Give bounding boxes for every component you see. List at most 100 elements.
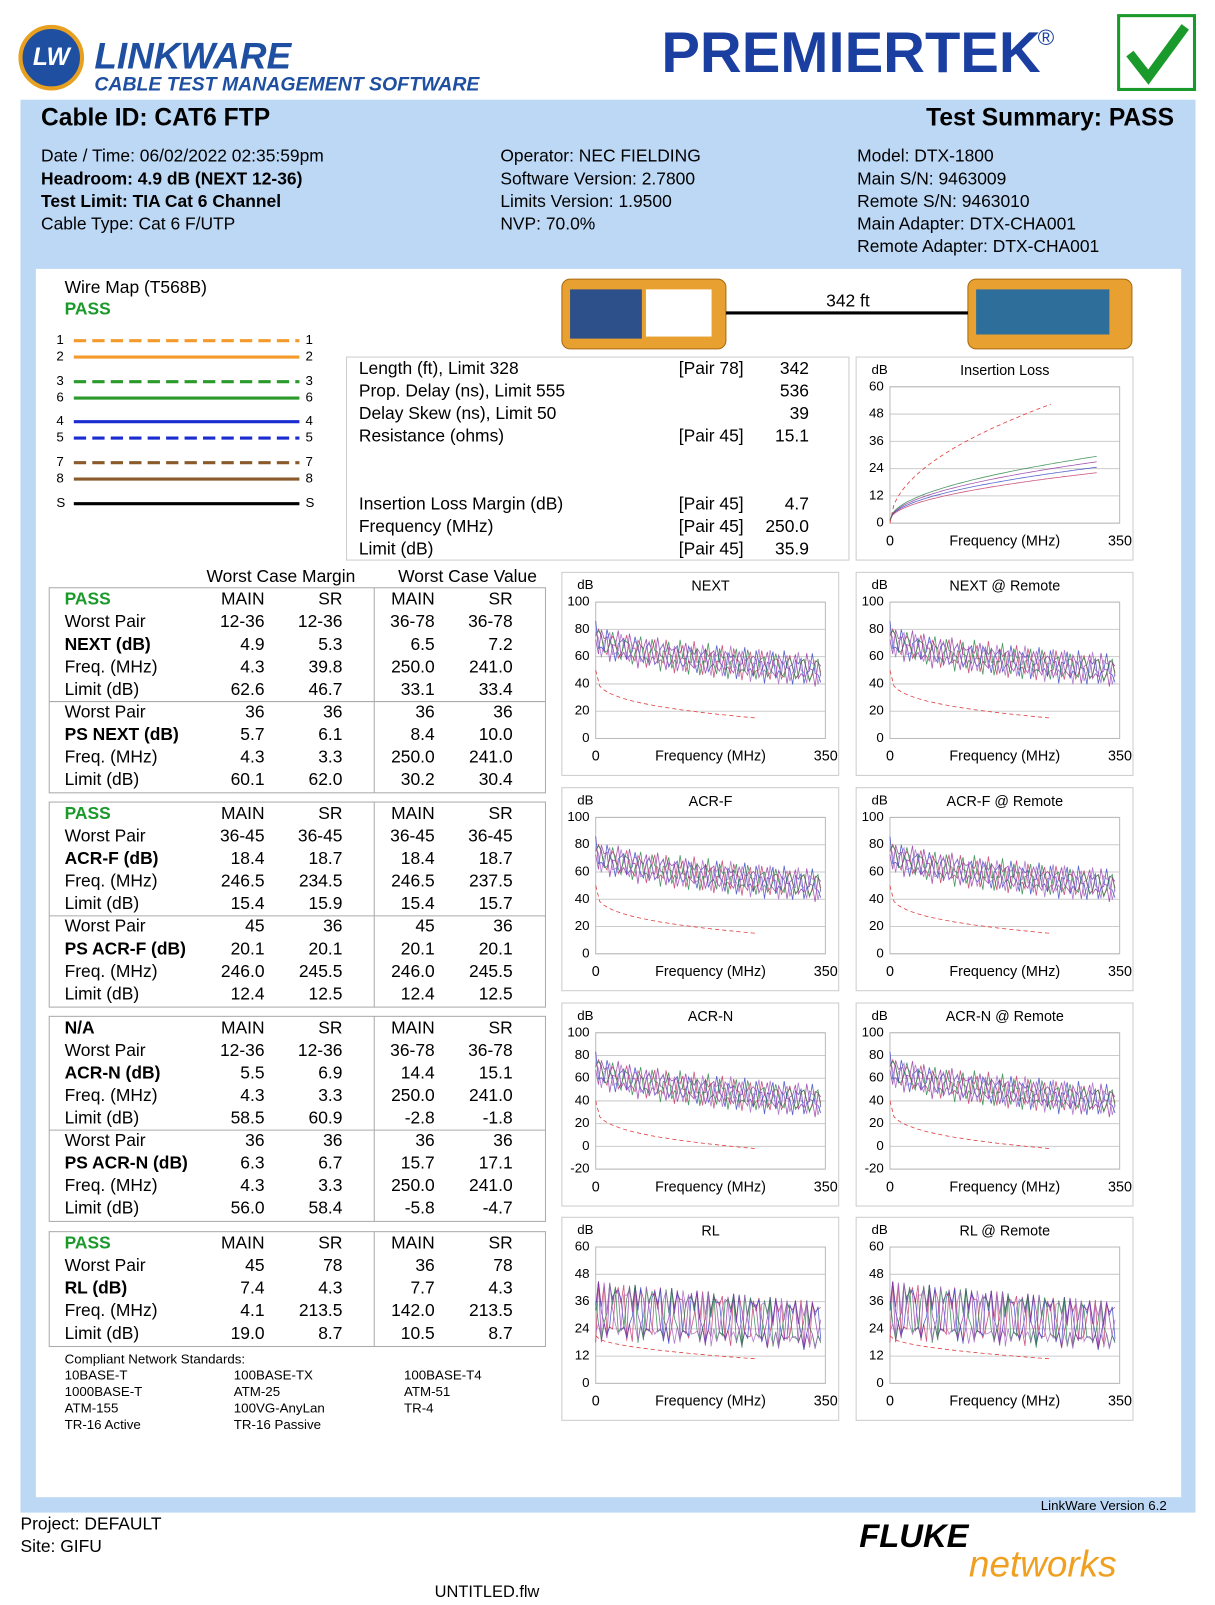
product-sub: CABLE TEST MANAGEMENT SOFTWARE	[94, 73, 480, 95]
y-tick-label: 100	[567, 809, 589, 824]
y-tick-label: -20	[570, 1161, 589, 1176]
y-tick-label: 60	[575, 648, 590, 663]
device-panel	[976, 289, 1110, 335]
y-tick-label: 60	[575, 1070, 590, 1085]
table-cell: Freq. (MHz)	[65, 1175, 158, 1195]
file-name: UNTITLED.flw	[435, 1583, 540, 1600]
y-tick-label: 40	[869, 891, 884, 906]
site: Site: GIFU	[21, 1536, 102, 1556]
trace	[889, 1060, 1116, 1118]
device-screen	[645, 289, 712, 337]
x-axis-label: Frequency (MHz)	[655, 1394, 766, 1410]
table-cell: 4.3	[318, 1278, 342, 1298]
table-box	[48, 587, 546, 794]
table-head: MAIN	[391, 1233, 435, 1253]
check-mark	[1126, 24, 1189, 85]
y-tick-label: 0	[876, 515, 883, 530]
table-cell: 46.7	[309, 679, 343, 699]
measurement-label: Limit (dB)	[359, 538, 434, 558]
measurement-pair: [Pair 45]	[679, 493, 744, 513]
table-cell: 36-78	[390, 611, 435, 631]
table-cell: 12.5	[309, 983, 343, 1003]
table-head: MAIN	[221, 803, 265, 823]
table-head: MAIN	[221, 589, 265, 609]
y-unit: dB	[577, 793, 593, 808]
table-cell: 245.5	[299, 961, 343, 981]
table-cell: 36-45	[468, 826, 513, 846]
table-cell: 12.5	[479, 983, 513, 1003]
chart-title: Insertion Loss	[960, 363, 1049, 379]
table-cell: Limit (dB)	[65, 1107, 140, 1127]
x-axis-label: Frequency (MHz)	[655, 749, 766, 765]
y-tick-label: 80	[575, 836, 590, 851]
trace	[595, 629, 822, 687]
table-cell: Limit (dB)	[65, 983, 140, 1003]
table-cell: 8.4	[410, 724, 435, 744]
standard-item: ATM-25	[234, 1384, 280, 1399]
table-cell: 7.4	[240, 1278, 265, 1298]
pin-label: 6	[56, 390, 63, 405]
table-cell: 39.8	[309, 656, 343, 676]
standard-item: TR-4	[404, 1401, 434, 1416]
table-cell: PS NEXT (dB)	[65, 724, 179, 744]
table-cell: 18.7	[479, 848, 513, 868]
table-cell: 15.4	[231, 893, 265, 913]
table-cell: Worst Pair	[65, 1255, 146, 1275]
cable-id: Cable ID: CAT6 FTP	[41, 105, 270, 132]
table-cell: 19.0	[231, 1323, 265, 1343]
measurement-value: 4.7	[785, 493, 809, 513]
table-head: MAIN	[221, 1017, 265, 1037]
table-cell: 78	[493, 1255, 512, 1275]
table-cell: Worst Pair	[65, 1040, 146, 1060]
trace	[595, 621, 822, 685]
table-cell: 6.1	[318, 724, 342, 744]
y-tick-label: 20	[869, 703, 884, 718]
x-tick-label: 350	[1108, 533, 1132, 549]
table-cell: 241.0	[469, 656, 513, 676]
y-tick-label: 60	[869, 1239, 884, 1254]
table-cell: 234.5	[299, 871, 343, 891]
table-cell: PS ACR-F (dB)	[65, 938, 186, 958]
pin-label: 4	[56, 413, 64, 428]
limit-line	[889, 670, 1051, 719]
trace	[595, 845, 822, 899]
pin-label: 6	[306, 390, 313, 405]
measurement-pair: [Pair 78]	[679, 358, 744, 378]
x-tick-label: 350	[814, 964, 838, 980]
table-cell: 60.1	[231, 769, 265, 789]
y-tick-label: 0	[582, 1375, 589, 1390]
table-cell: Worst Pair	[65, 826, 146, 846]
chart-title: ACR-N	[688, 1009, 733, 1025]
table-cell: 58.5	[231, 1107, 265, 1127]
table-cell: 5.7	[240, 724, 264, 744]
x-tick-label: 350	[814, 1394, 838, 1410]
table-cell: 245.5	[469, 961, 513, 981]
table-head: SR	[488, 1017, 512, 1037]
table-cell: 12.4	[401, 983, 435, 1003]
standard-item: ATM-155	[65, 1401, 119, 1416]
table-cell: 213.5	[469, 1300, 513, 1320]
y-tick-label: 60	[575, 863, 590, 878]
table-cell: 8.7	[318, 1323, 342, 1343]
table-cell: 20.1	[479, 938, 513, 958]
table-cell: Freq. (MHz)	[65, 1300, 158, 1320]
trace	[889, 843, 1116, 897]
y-unit: dB	[577, 577, 593, 592]
pin-label: S	[56, 495, 65, 510]
y-tick-label: 0	[582, 945, 589, 960]
table-header: Worst Case Margin	[207, 566, 356, 586]
table-cell: 12.4	[231, 983, 265, 1003]
table-cell: 4.1	[240, 1300, 264, 1320]
table-cell: 18.7	[309, 848, 343, 868]
device-panel	[570, 289, 642, 339]
measurement-pair: [Pair 45]	[679, 426, 744, 446]
trace	[889, 472, 1097, 521]
y-tick-label: -20	[865, 1161, 884, 1176]
standard-item: 100VG-AnyLan	[234, 1401, 325, 1416]
trace	[889, 461, 1097, 521]
y-tick-label: 100	[567, 1024, 589, 1039]
table-cell: 4.3	[240, 1085, 264, 1105]
x-tick-label: 350	[1108, 964, 1132, 980]
